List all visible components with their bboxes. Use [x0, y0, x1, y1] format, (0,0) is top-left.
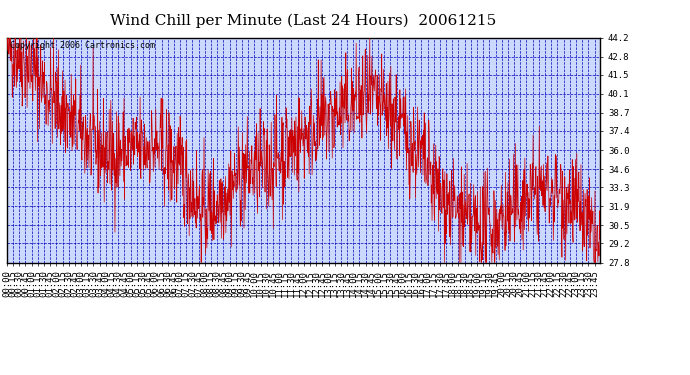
Text: Copyright 2006 Cartronics.com: Copyright 2006 Cartronics.com: [10, 41, 155, 50]
Text: Wind Chill per Minute (Last 24 Hours)  20061215: Wind Chill per Minute (Last 24 Hours) 20…: [110, 13, 497, 27]
